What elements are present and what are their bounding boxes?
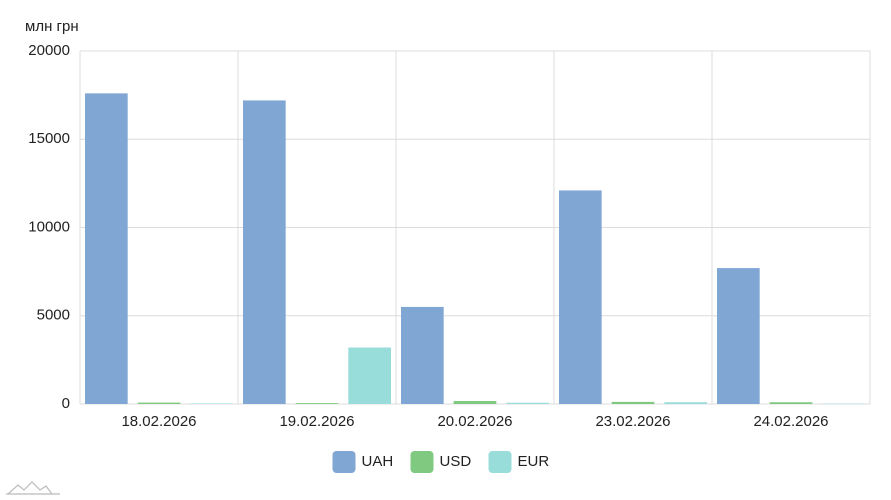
legend-swatch[interactable] bbox=[410, 451, 434, 473]
bar bbox=[664, 402, 707, 404]
legend-label[interactable]: EUR bbox=[518, 453, 550, 470]
y-tick-label: 15000 bbox=[28, 130, 70, 147]
x-tick-label: 19.02.2026 bbox=[279, 413, 354, 430]
legend-swatch[interactable] bbox=[488, 451, 512, 473]
bar bbox=[506, 402, 549, 404]
bar bbox=[348, 347, 391, 404]
x-tick-label: 18.02.2026 bbox=[121, 413, 196, 430]
y-axis-label: млн грн bbox=[25, 18, 79, 35]
bar bbox=[611, 401, 655, 404]
bar bbox=[401, 306, 444, 404]
x-tick-label: 20.02.2026 bbox=[437, 413, 512, 430]
x-tick-label: 23.02.2026 bbox=[595, 413, 670, 430]
bar bbox=[295, 403, 339, 404]
y-tick-label: 5000 bbox=[37, 307, 70, 324]
legend-label[interactable]: UAH bbox=[362, 453, 394, 470]
bar bbox=[769, 402, 813, 404]
legend-label[interactable]: USD bbox=[440, 453, 472, 470]
y-tick-label: 10000 bbox=[28, 218, 70, 235]
y-tick-label: 0 bbox=[62, 395, 70, 412]
logo bbox=[6, 481, 60, 495]
y-tick-label: 20000 bbox=[28, 42, 70, 59]
legend-swatch[interactable] bbox=[332, 451, 356, 473]
bar bbox=[243, 100, 286, 405]
bar bbox=[453, 400, 497, 404]
bar bbox=[137, 402, 181, 404]
bar bbox=[85, 93, 128, 405]
x-tick-label: 24.02.2026 bbox=[753, 413, 828, 430]
bar bbox=[559, 190, 602, 404]
bar bbox=[190, 403, 233, 404]
bar bbox=[717, 268, 760, 404]
